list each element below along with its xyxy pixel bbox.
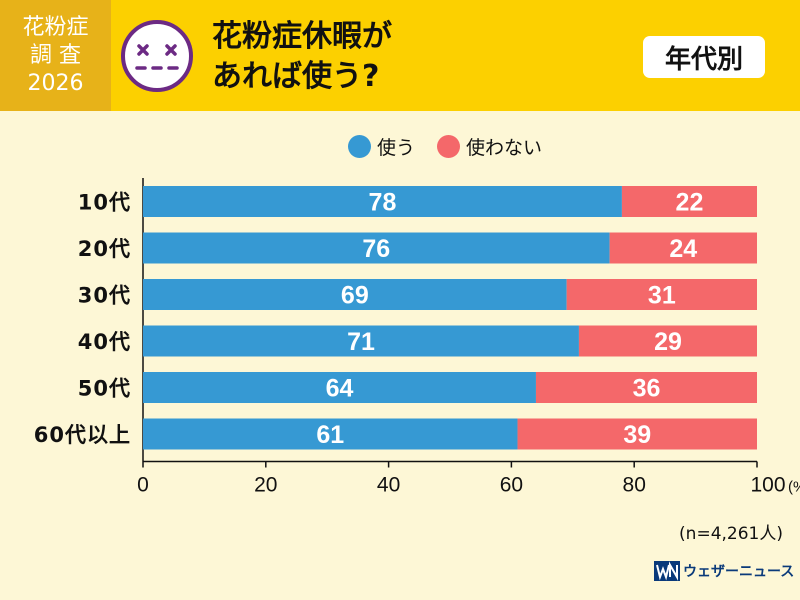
legend-item-use: 使う	[348, 133, 415, 160]
category-label-3: 40代	[78, 330, 131, 354]
data-label-not-use-0: 22	[676, 189, 704, 217]
logo-text: ウェザーニュース	[683, 564, 795, 580]
header-bar: 花粉症 調 査 2026 花粉症休暇が あれば使う? 年代別	[0, 0, 800, 111]
legend-label-not-use: 使わない	[466, 137, 543, 159]
bar-not-use-5	[517, 418, 757, 450]
chart-title: 花粉症休暇が あれば使う?	[212, 17, 532, 97]
bar-use-4	[143, 372, 536, 403]
x-tick-label-1: 20	[254, 474, 277, 497]
x-tick-label-2: 40	[377, 474, 400, 497]
x-axis-unit: (%)	[788, 479, 800, 496]
category-label-1: 20代	[78, 237, 131, 261]
category-label-4: 50代	[78, 377, 131, 401]
data-label-not-use-5: 39	[623, 421, 651, 449]
data-label-use-0: 78	[369, 189, 397, 217]
badge-line-3: 2026	[27, 70, 84, 96]
legend-label-use: 使う	[377, 137, 416, 159]
x-tick-label-5: 100	[750, 474, 785, 497]
category-label-2: 30代	[78, 284, 131, 308]
x-tick-label-4: 80	[623, 474, 646, 497]
category-label-0: 10代	[78, 191, 131, 215]
bar-not-use-4	[535, 372, 757, 403]
legend-item-not-use: 使わない	[437, 133, 542, 160]
bar-not-use-1	[609, 232, 757, 264]
dizzy-face-icon	[121, 20, 193, 92]
legend-swatch-use	[348, 135, 371, 158]
bar-use-5	[143, 418, 518, 450]
bar-not-use-3	[578, 325, 757, 357]
title-line-2: あれば使う?	[212, 59, 380, 94]
bar-use-0	[143, 186, 622, 217]
sample-size-note: (n=4,261人)	[679, 524, 783, 544]
title-line-1: 花粉症休暇が	[212, 19, 392, 54]
data-label-not-use-3: 29	[654, 328, 682, 356]
chart-legend: 使う 使わない	[348, 133, 564, 160]
weathernews-logo-icon	[654, 561, 680, 581]
data-label-not-use-1: 24	[669, 235, 697, 263]
data-label-use-2: 69	[341, 282, 369, 310]
weathernews-logo: ウェザーニュース	[654, 561, 794, 581]
data-label-use-3: 71	[347, 328, 375, 356]
data-label-use-5: 61	[316, 421, 344, 449]
age-group-tag: 年代別	[643, 36, 765, 78]
category-label-5: 60代以上	[34, 423, 131, 447]
data-label-not-use-2: 31	[648, 282, 676, 310]
data-label-use-4: 64	[326, 375, 354, 403]
x-tick-label-3: 60	[500, 474, 523, 497]
bar-use-3	[143, 325, 579, 357]
badge-line-2: 調 査	[30, 42, 81, 68]
badge-line-1: 花粉症	[22, 14, 89, 40]
survey-badge: 花粉症 調 査 2026	[0, 0, 111, 111]
data-label-use-1: 76	[362, 235, 390, 263]
bar-not-use-2	[566, 279, 757, 310]
bar-use-1	[143, 232, 610, 264]
data-label-not-use-4: 36	[633, 375, 661, 403]
legend-swatch-not-use	[437, 135, 461, 158]
x-tick-label-0: 0	[137, 474, 149, 497]
bar-not-use-0	[621, 186, 757, 217]
bar-use-2	[143, 279, 567, 310]
